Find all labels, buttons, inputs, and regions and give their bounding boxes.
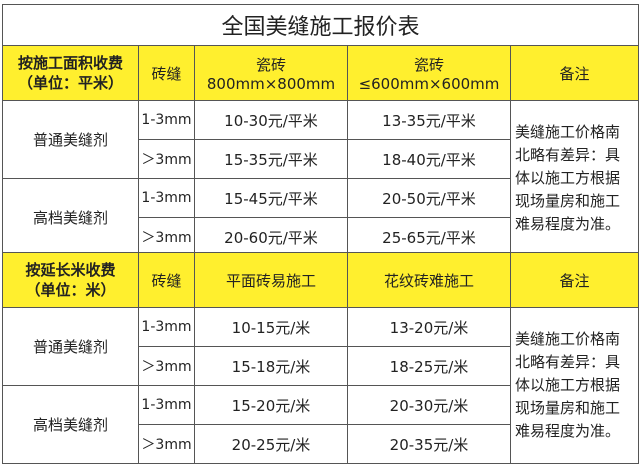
product-name: 高档美缝剂 xyxy=(2,385,139,464)
product-name: 普通美缝剂 xyxy=(2,100,139,179)
price-a: 10-15元/米 xyxy=(194,307,348,347)
gap-size: 1-3mm xyxy=(138,307,195,347)
header-col-b: 瓷砖≤600mm×600mm xyxy=(347,45,511,101)
price-b: 20-50元/平米 xyxy=(347,178,511,218)
area-price-table: 全国美缝施工报价表按施工面积收费 （单位：平米） 砖缝 瓷砖800mm×800mm 瓷砖… xyxy=(1,4,640,257)
price-a: 15-45元/平米 xyxy=(194,178,348,218)
header-gap: 砖缝 xyxy=(138,252,195,308)
header-note: 备注 xyxy=(510,252,639,308)
header-method: 按施工面积收费 xyxy=(17,54,123,72)
table-row: 普通美缝剂 1-3mm 10-30元/平米 13-35元/平米 美缝施工价格南北略有差异… xyxy=(2,100,640,257)
header-row: 按施工面积收费 （单位：平米） 砖缝 瓷砖800mm×800mm 瓷砖≤600mm×60… xyxy=(2,45,640,101)
price-b: 13-35元/平米 xyxy=(347,100,511,140)
price-b: 18-25元/米 xyxy=(347,346,511,386)
header-col-a: 平面砖易施工 xyxy=(194,252,348,308)
table-title: 全国美缝施工报价表 xyxy=(1,4,640,46)
price-a: 15-20元/米 xyxy=(194,385,348,425)
product-name: 高档美缝剂 xyxy=(2,178,139,257)
table-row: 高档美缝剂 1-3mm 15-45元/平米 20-50元/平米 xyxy=(2,178,639,257)
header-unit: （单位：米） xyxy=(25,281,116,299)
price-a: 10-30元/平米 xyxy=(194,100,348,140)
length-price-table: 按延长米收费 （单位：米） 砖缝 平面砖易施工 花纹砖难施工 备注 普通美缝剂 1-3mm 10… xyxy=(2,252,639,464)
gap-size: ＞3mm xyxy=(138,139,195,179)
header-row: 按延长米收费 （单位：米） 砖缝 平面砖易施工 花纹砖难施工 备注 xyxy=(2,252,639,308)
header-col-a: 瓷砖800mm×800mm xyxy=(194,45,348,101)
price-a: 20-60元/平米 xyxy=(194,217,348,257)
product-name: 普通美缝剂 xyxy=(2,307,139,386)
note-text: 美缝施工价格南北略有差异：具体以施工方根据现场量房和施工难易程度为准。 xyxy=(510,307,639,464)
gap-size: 1-3mm xyxy=(138,178,195,218)
price-b: 25-65元/平米 xyxy=(347,217,511,257)
header-col-b: 花纹砖难施工 xyxy=(347,252,511,308)
price-b: 20-35元/米 xyxy=(347,424,511,464)
header-method: 按延长米收费 xyxy=(25,261,116,279)
table-row: ＞3mm 15-18元/米 18-25元/米 xyxy=(3,346,639,386)
price-b: 18-40元/平米 xyxy=(347,139,511,179)
header-billing-method: 按延长米收费 （单位：米） xyxy=(2,252,139,308)
gap-size: 1-3mm xyxy=(138,100,195,140)
gap-size: ＞3mm xyxy=(138,217,195,257)
table-row: ＞3mm 15-35元/平米 18-40元/平米 xyxy=(3,139,639,179)
header-billing-method: 按施工面积收费 （单位：平米） xyxy=(2,45,139,101)
header-gap: 砖缝 xyxy=(138,45,195,101)
table-row: 普通美缝剂 1-3mm 10-15元/米 13-20元/米 美缝施工价格南北略有差异：具… xyxy=(2,307,639,464)
header-note: 备注 xyxy=(509,45,640,101)
price-a: 15-18元/米 xyxy=(194,346,348,386)
header-unit: （单位：平米） xyxy=(17,74,123,92)
price-a: 20-25元/米 xyxy=(194,424,348,464)
gap-size: ＞3mm xyxy=(138,346,195,386)
price-a: 15-35元/平米 xyxy=(194,139,348,179)
gap-size: ＞3mm xyxy=(138,424,195,464)
price-b: 20-30元/米 xyxy=(347,385,511,425)
price-b: 13-20元/米 xyxy=(347,307,511,347)
gap-size: 1-3mm xyxy=(138,385,195,425)
note-text: 美缝施工价格南北略有差异：具体以施工方根据现场量房和施工难易程度为准。 xyxy=(509,100,640,257)
table-row: ＞3mm 20-60元/平米 25-65元/平米 xyxy=(3,217,639,257)
